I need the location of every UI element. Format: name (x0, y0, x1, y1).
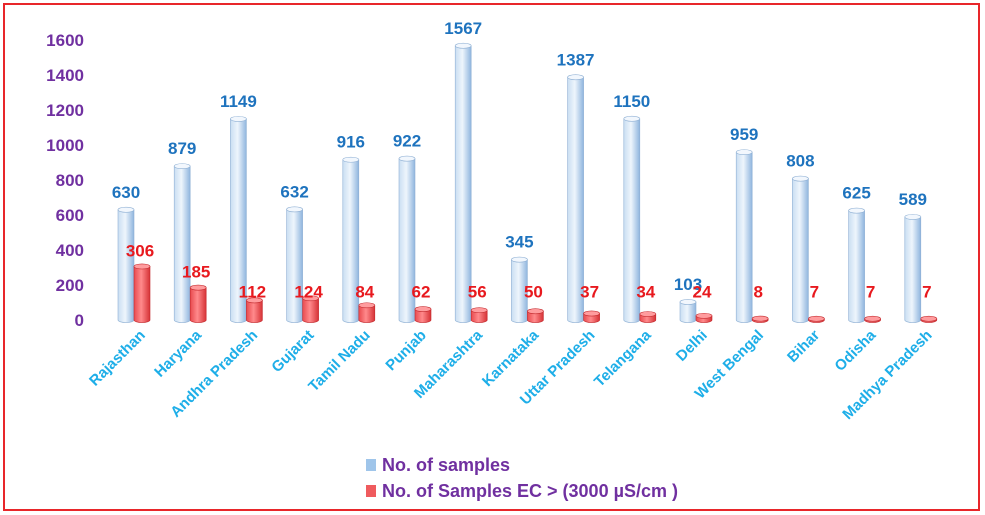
y-tick-label: 1000 (46, 136, 84, 155)
data-label-samples: 103 (674, 275, 702, 294)
y-tick-label: 800 (56, 171, 84, 190)
x-tick-label: Telangana (591, 326, 655, 390)
bar-samples (735, 149, 753, 323)
data-label-samples: 1387 (557, 50, 595, 69)
chart-border (3, 3, 980, 511)
data-label-ec-samples: 7 (866, 283, 875, 302)
data-label-ec-samples: 56 (468, 283, 487, 302)
data-label-ec-samples: 62 (412, 283, 431, 302)
bar-ec-samples (358, 302, 376, 323)
data-label-ec-samples: 185 (182, 263, 210, 282)
y-tick-label: 400 (56, 241, 84, 260)
x-tick-label: Delhi (673, 327, 711, 365)
y-tick-label: 200 (56, 276, 84, 295)
bar-ec-samples (246, 297, 263, 323)
bar-ec-samples (864, 315, 881, 323)
bar-samples (567, 74, 584, 323)
x-tick-label: Rajasthan (86, 327, 149, 390)
bar-ec-samples (583, 310, 600, 323)
y-tick-label: 1600 (46, 31, 84, 50)
y-axis: 0 200 400 600 800 1000 1200 1400 1600 (46, 31, 84, 330)
data-label-ec-samples: 7 (810, 283, 819, 302)
y-tick-label: 1400 (46, 66, 84, 85)
data-label-ec-samples: 37 (580, 283, 599, 302)
data-label-ec-samples: 84 (355, 283, 374, 302)
data-label-ec-samples: 24 (693, 283, 712, 302)
bar-samples (230, 116, 247, 323)
bar-ec-samples (751, 315, 769, 323)
bar-samples (848, 207, 865, 323)
data-label-ec-samples: 34 (636, 283, 655, 302)
legend-label-ec-samples: No. of Samples EC > (3000 µS/cm ) (382, 481, 678, 501)
bar-samples (117, 206, 135, 323)
bar-ec-samples (414, 306, 432, 323)
data-label-samples: 589 (899, 190, 927, 209)
bar-samples (454, 42, 472, 323)
x-tick-label: Odisha (831, 326, 879, 374)
bar-samples (173, 163, 191, 323)
bar-ec-samples (808, 315, 825, 323)
bar-samples (398, 155, 416, 323)
bar-samples (679, 299, 697, 323)
data-label-ec-samples: 8 (753, 283, 762, 302)
legend-swatch-samples (366, 459, 376, 471)
data-label-ec-samples: 50 (524, 283, 543, 302)
bar-samples (904, 214, 922, 323)
data-label-ec-samples: 7 (922, 283, 931, 302)
data-label-samples: 922 (393, 132, 421, 151)
legend-label-samples: No. of samples (382, 455, 510, 475)
bars (117, 42, 938, 323)
data-label-samples: 1567 (444, 19, 482, 38)
data-label-samples: 1150 (613, 92, 650, 111)
data-label-samples: 808 (786, 152, 814, 171)
data-label-ec-samples: 124 (294, 283, 323, 302)
bar-ec-samples (920, 315, 938, 323)
y-tick-label: 600 (56, 206, 84, 225)
y-tick-label: 1200 (46, 101, 84, 120)
data-label-samples: 345 (505, 233, 533, 252)
data-label-samples: 632 (280, 182, 308, 201)
y-tick-label: 0 (75, 311, 84, 330)
x-tick-label: Punjab (382, 327, 429, 374)
data-label-samples: 879 (168, 139, 196, 158)
data-label-ec-samples: 112 (239, 283, 266, 302)
data-label-samples: 959 (730, 125, 758, 144)
data-label-samples: 630 (112, 183, 140, 202)
bar-ec-samples (470, 307, 488, 323)
bar-ec-samples (527, 308, 544, 323)
legend: No. of samples No. of Samples EC > (3000… (366, 455, 678, 501)
data-label-samples: 1149 (220, 92, 257, 111)
x-tick-label: Gujarat (268, 327, 317, 376)
data-labels: 630 306 879 185 1149 112 632 124 916 84 922 62 1567 5… (112, 19, 932, 302)
bar-ec-samples (695, 312, 713, 323)
bar-ec-samples (133, 263, 151, 323)
bar-ec-samples (302, 295, 319, 323)
legend-swatch-ec-samples (366, 485, 376, 497)
x-tick-label: Haryana (151, 326, 205, 380)
x-tick-label: Bihar (784, 327, 823, 366)
data-label-samples: 625 (842, 184, 870, 203)
data-label-ec-samples: 306 (126, 241, 154, 260)
bar-ec-samples (189, 284, 207, 323)
data-label-samples: 916 (337, 133, 365, 152)
bar-ec-samples (639, 311, 657, 323)
bar-samples (792, 175, 809, 323)
bar-samples (286, 206, 303, 323)
